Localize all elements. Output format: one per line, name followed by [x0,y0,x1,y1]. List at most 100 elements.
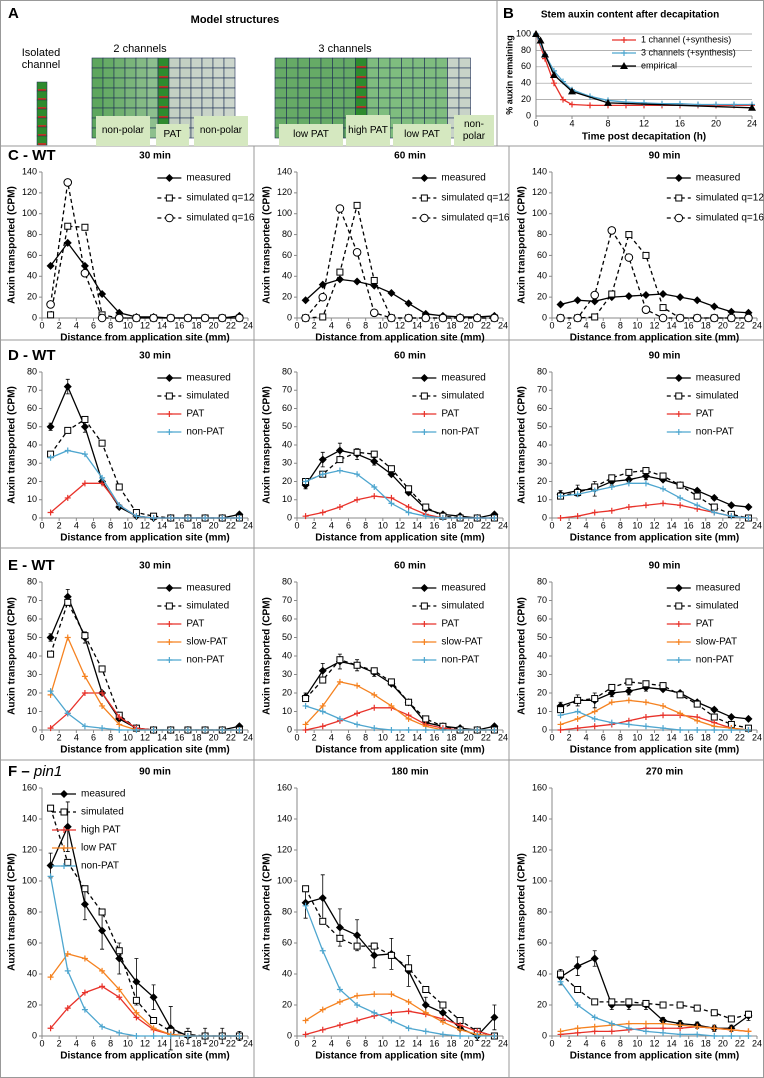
legend-marker [166,639,173,645]
y-tick-label: 20 [537,476,547,486]
point [405,485,413,493]
cell [435,107,448,119]
cell [435,67,448,79]
x-tick-label: 24 [243,320,253,330]
legend-marker [620,62,628,69]
x-tick-label: 20 [464,320,474,330]
y-tick-label: 20 [27,476,37,486]
legend-label: simulated [81,807,124,818]
point [677,710,684,717]
point [354,496,361,503]
legend-marker [675,657,682,663]
panel-label: D - WT [8,347,55,364]
cell [309,57,322,69]
point [98,908,106,916]
x-tick-label: 8 [605,118,610,128]
point [659,290,668,299]
y-tick-label: 80 [27,576,37,586]
point [302,478,309,485]
series-line [305,888,495,1037]
y-tick-label: 20 [282,999,292,1009]
x-tick-label: 8 [618,520,623,530]
point [47,311,55,319]
series-line [50,690,240,731]
legend-marker [675,602,683,610]
cell [458,87,471,99]
cell [179,57,192,69]
y-tick-label: 10 [537,494,547,504]
point [405,727,412,733]
x-tick-label: 2 [312,732,317,742]
y-tick-label: 10 [282,706,292,716]
cell [201,97,214,109]
cell [297,77,310,89]
point [642,480,649,487]
y-tick-label: 160 [22,782,37,792]
point [47,974,54,981]
x-tick-label: 8 [363,520,368,530]
y-axis-label: Auxin transported (CPM) [262,386,273,504]
x-tick-label: 16 [429,1038,439,1048]
point [590,297,599,306]
x-tick-label: 6 [601,320,606,330]
point [642,1028,649,1035]
series-line [560,699,749,731]
chart-title: 60 min [394,351,426,362]
cell [102,57,115,69]
x-tick-label: 22 [481,732,491,742]
cell [424,87,437,99]
point [115,947,123,955]
y-tick-label: 140 [22,813,37,823]
x-axis-label: Distance from application site (mm) [570,533,739,544]
point [302,702,309,709]
x-tick-label: 6 [91,320,96,330]
x-tick-label: 4 [329,320,334,330]
point [98,290,107,299]
x-tick-label: 6 [346,320,351,330]
cell [424,57,437,69]
point [573,313,582,323]
x-tick-label: 2 [567,520,572,530]
point [641,291,650,300]
y-tick-label: 100 [532,208,547,218]
series-line [560,1022,749,1032]
y-tick-label: 0 [32,512,37,522]
cell [113,77,126,89]
point [319,676,327,684]
legend-label: simulated q=12 [186,193,255,204]
y-tick-label: 40 [27,650,37,660]
legend-label: measured [186,173,230,184]
cell [343,97,356,109]
point [81,1006,88,1013]
cell [332,57,345,69]
point [63,592,72,601]
x-tick-label: 12 [395,732,405,742]
x-tick-label: 16 [429,520,439,530]
y-axis-label: Auxin transported (CPM) [262,186,273,304]
point [302,721,309,728]
x-tick-label: 8 [618,1038,623,1048]
point [354,1002,361,1008]
point [371,691,378,698]
cell [378,67,391,79]
x-tick-label: 22 [735,1038,745,1048]
point [47,454,54,461]
x-tick-label: 4 [329,520,334,530]
cell [447,57,460,69]
y-tick-label: 60 [537,613,547,623]
y-axis-label: Auxin transported (CPM) [7,597,18,715]
x-tick-label: 2 [567,732,572,742]
point [116,986,123,993]
point [80,422,89,431]
y-tick-label: 100 [516,28,531,38]
x-tick-label: 10 [123,732,133,742]
x-tick-label: 22 [481,1038,491,1048]
point [81,955,88,962]
legend-label: measured [696,173,740,184]
x-tick-label: 4 [74,320,79,330]
x-tick-label: 16 [684,1038,694,1048]
point [99,1023,106,1030]
point [115,483,123,491]
point [625,504,632,511]
point [457,515,464,521]
